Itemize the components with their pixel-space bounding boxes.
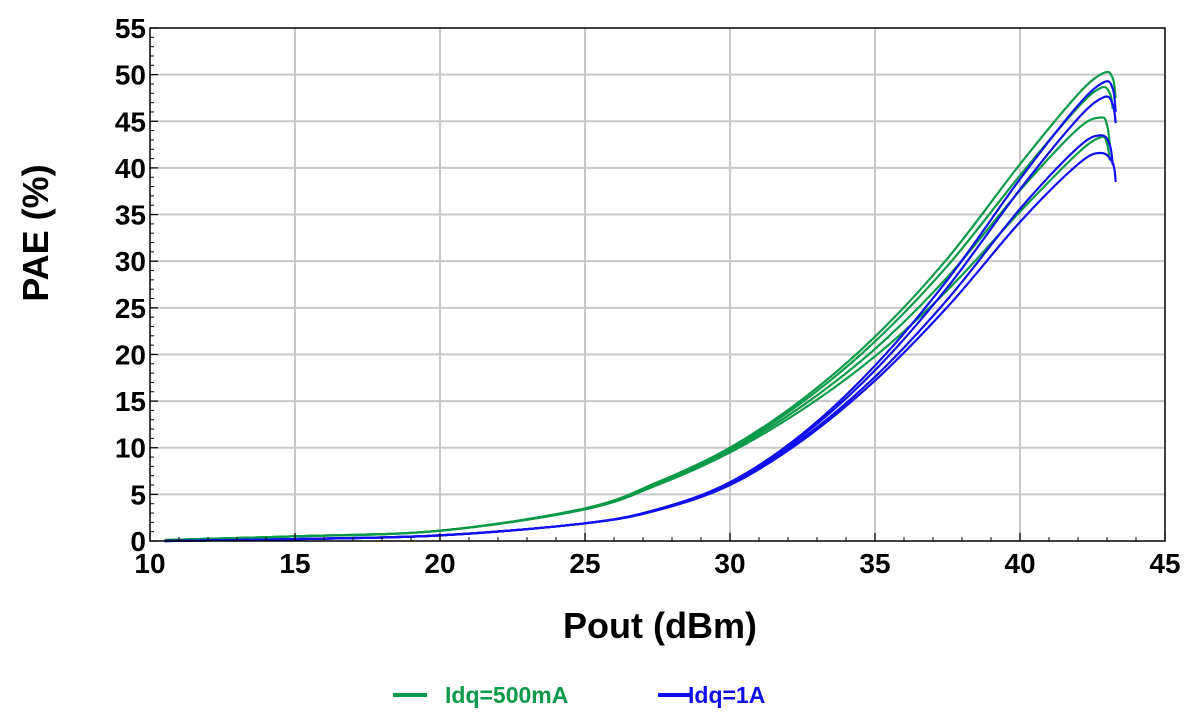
y-tick-label: 10 [115,433,146,464]
y-tick-label: 50 [115,60,146,91]
y-tick-label: 40 [115,153,146,184]
x-tick-label: 10 [134,548,165,579]
legend: Idq=500mA Idq=1A [393,682,765,708]
x-axis-title: Pout (dBm) [563,605,757,646]
plot-frame [149,27,1166,542]
y-tick-label: 35 [115,200,146,231]
series-line-idq-1a [164,134,1114,543]
series-line-idq-500ma [164,70,1117,542]
y-tick-label: 45 [115,106,146,137]
y-tick-label: 30 [115,246,146,277]
series-line-idq-500ma [164,85,1114,542]
series-line-idq-1a [164,151,1117,543]
x-tick-label: 20 [424,548,455,579]
x-tick-label: 35 [859,548,890,579]
x-tick-label: 25 [569,548,600,579]
series-line-idq-1a [164,95,1117,543]
x-tick-label: 45 [1149,548,1180,579]
x-tick-label: 30 [714,548,745,579]
tick-labels: 10 15 20 25 30 35 40 45 0 5 10 15 20 25 30 35 40 45 50 55 [115,13,1181,579]
legend-label-idq-500ma: Idq=500mA [445,682,568,708]
x-tick-label: 40 [1004,548,1035,579]
tick-marks [149,27,1166,542]
y-tick-label: 5 [130,479,146,510]
y-tick-label: 20 [115,339,146,370]
grid [150,28,1165,541]
y-tick-label: 25 [115,293,146,324]
series-line-idq-1a [164,80,1117,543]
series-line-idq-500ma [164,116,1111,542]
y-tick-label: 55 [115,13,146,44]
y-tick-label: 15 [115,386,146,417]
legend-label-idq-1a: Idq=1A [688,682,765,708]
y-tick-label: 0 [130,526,146,557]
series-layer [164,70,1117,543]
series-line-idq-500ma [164,135,1111,542]
x-tick-label: 15 [279,548,310,579]
y-axis-title: PAE (%) [15,164,56,301]
